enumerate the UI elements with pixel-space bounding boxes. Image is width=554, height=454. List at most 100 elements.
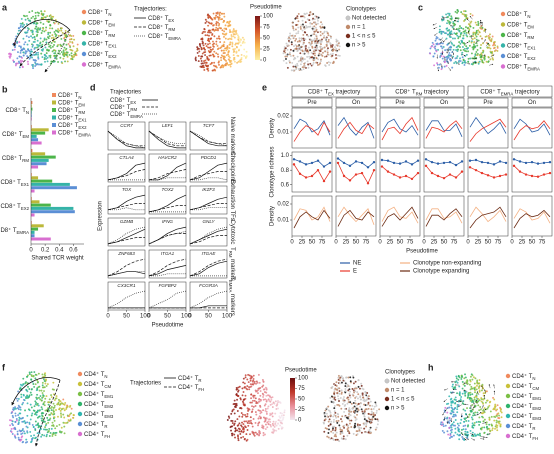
cell	[369, 404, 371, 407]
cell	[440, 421, 443, 424]
cell	[452, 411, 455, 414]
cell	[464, 61, 467, 64]
cell	[60, 27, 63, 30]
cell	[208, 31, 211, 34]
cell	[437, 48, 440, 51]
cell	[72, 34, 75, 37]
cell	[227, 415, 230, 418]
cell	[31, 31, 34, 34]
legend-label: CD4⁺ TEM2	[512, 403, 542, 411]
data-point	[486, 174, 490, 177]
cell	[27, 49, 30, 52]
cell	[316, 22, 319, 25]
cell	[461, 380, 464, 383]
cell	[457, 37, 460, 40]
cell	[478, 30, 481, 33]
cell	[328, 64, 331, 66]
cell	[212, 54, 215, 56]
cell	[324, 415, 326, 418]
cell	[64, 402, 67, 404]
cell	[223, 27, 226, 30]
cell	[57, 49, 60, 52]
cell	[65, 51, 68, 54]
cell	[330, 420, 333, 423]
cell	[258, 433, 261, 436]
row-label: Exhaustion TFs	[229, 179, 235, 221]
cell	[208, 34, 210, 37]
cell	[472, 31, 475, 34]
x-tick-label: 25	[519, 240, 526, 246]
cell	[258, 387, 261, 390]
cell	[248, 408, 251, 411]
y-axis-label: Density	[270, 118, 276, 138]
cell	[272, 424, 275, 427]
label-base: CD4⁺ T	[512, 413, 533, 420]
cell	[37, 45, 40, 48]
cell	[459, 57, 461, 60]
cell	[315, 44, 318, 47]
cell	[227, 55, 230, 58]
label-base: CD4⁺ T	[512, 383, 533, 390]
plot-frame	[148, 153, 187, 183]
cell	[460, 11, 463, 14]
cell	[68, 415, 71, 418]
cell	[303, 39, 306, 42]
cell	[49, 401, 52, 404]
cell	[52, 36, 55, 39]
cell	[303, 62, 306, 65]
legend-label: NE	[353, 261, 361, 267]
legend-label: CD8⁺ TEM	[58, 99, 85, 107]
plot-frame	[107, 121, 146, 151]
cell	[44, 372, 47, 375]
cell	[347, 426, 350, 429]
bar	[31, 141, 42, 145]
cell	[448, 12, 451, 15]
velocity-arrow	[461, 53, 466, 57]
cell	[457, 48, 460, 51]
cell	[354, 399, 357, 402]
cell	[243, 54, 246, 57]
cell	[312, 57, 315, 59]
data-point	[542, 173, 546, 176]
cell	[375, 409, 378, 412]
cell	[36, 404, 39, 406]
x-tick-label: 100	[181, 314, 192, 320]
cell	[311, 26, 314, 29]
label-base: CD8⁺ T	[507, 11, 528, 18]
plot-frame	[291, 195, 333, 237]
cell	[325, 55, 328, 58]
cell	[296, 17, 299, 20]
velocity-arrow	[466, 413, 469, 418]
cell	[474, 21, 477, 24]
cell	[251, 410, 254, 413]
cell	[212, 12, 215, 15]
cell	[334, 398, 337, 401]
cell	[47, 403, 50, 406]
cell	[436, 43, 438, 46]
cell	[375, 404, 378, 407]
legend-label: CD4⁺ TCM	[512, 383, 540, 391]
cell	[314, 46, 317, 49]
expression-curve	[148, 130, 186, 147]
cell	[309, 49, 312, 52]
cell	[250, 393, 253, 396]
cell	[246, 385, 249, 388]
cell	[440, 45, 442, 48]
cell	[332, 438, 335, 441]
label-base: CD4⁺ T	[178, 384, 199, 391]
cell	[44, 397, 47, 400]
cell	[476, 384, 478, 387]
cell	[51, 27, 54, 30]
cell	[492, 58, 495, 61]
x-tick-label: 50	[397, 240, 404, 246]
cell	[233, 56, 236, 59]
cell	[262, 409, 265, 412]
cell	[369, 422, 372, 425]
cell	[39, 395, 42, 398]
x-tick-label: 25	[431, 240, 438, 246]
cell	[346, 402, 349, 405]
cell	[342, 398, 345, 401]
x-tick-label: 0	[466, 240, 470, 246]
cell	[46, 49, 49, 52]
cell	[485, 60, 488, 63]
